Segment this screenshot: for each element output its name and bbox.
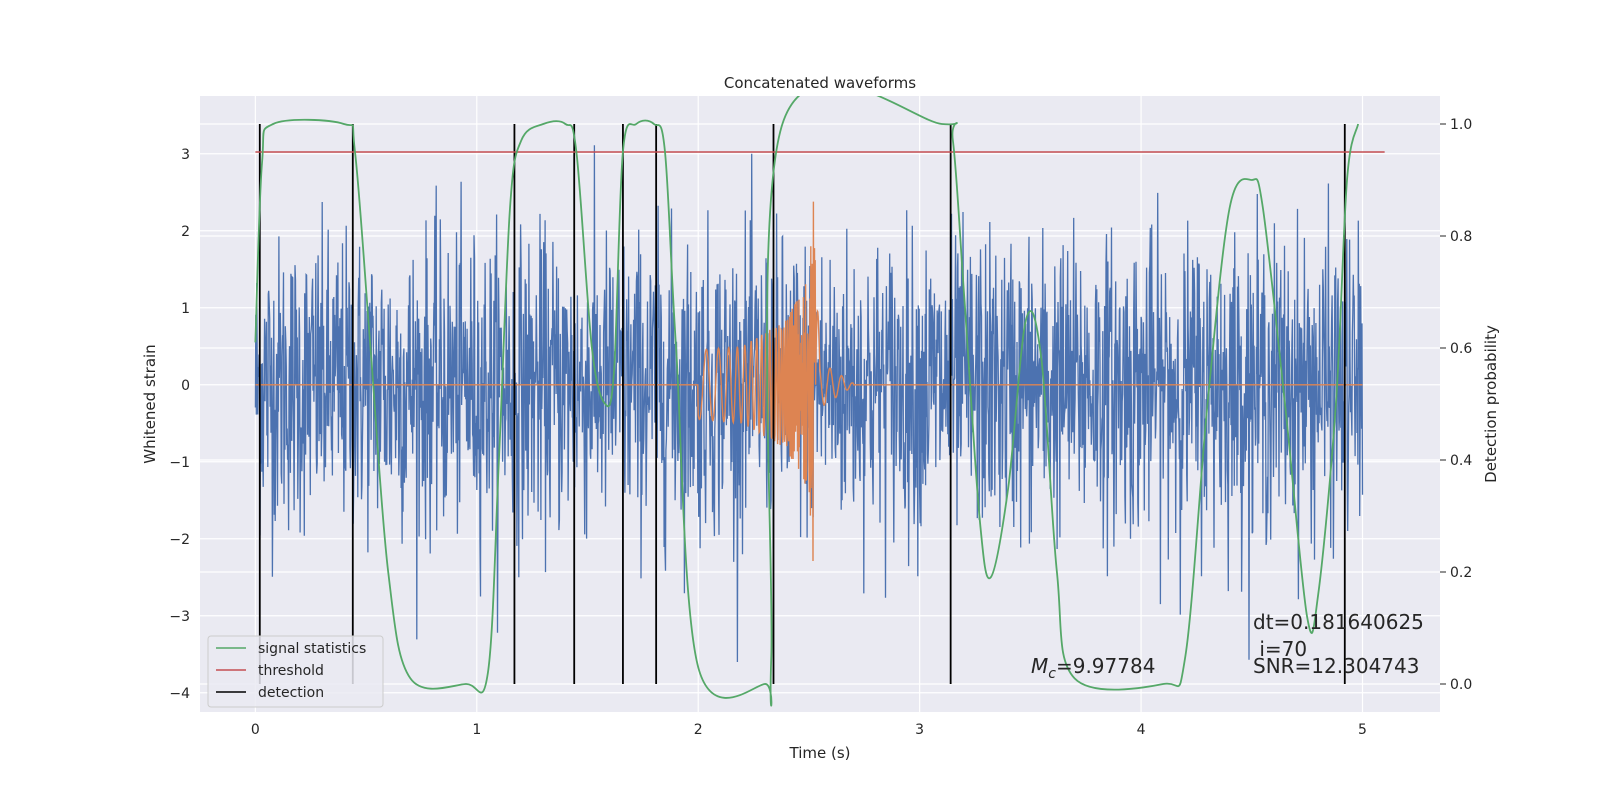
y-tick-label: −2: [169, 532, 190, 548]
x-tick-label: 3: [915, 722, 924, 738]
y2-tick-label: 0.8: [1450, 229, 1472, 245]
mc-symbol: M: [1031, 654, 1048, 678]
signal-statistics-series: [254, 96, 1359, 707]
y-tick-label: −4: [169, 686, 190, 702]
x-tick-label: 5: [1358, 722, 1367, 738]
annotation-dt: dt=0.181640625: [1253, 610, 1424, 634]
y-tick-label: 0: [181, 378, 190, 394]
annotation-snr: SNR=12.304743: [1253, 654, 1419, 678]
plot-area: [254, 96, 1385, 707]
y2-axis-label: Detection probability: [1482, 325, 1500, 483]
y-axis-left: −4 −3 −2 −1 0 1 2 3: [169, 147, 190, 702]
legend-label-signal-statistics: signal statistics: [258, 641, 366, 657]
x-tick-label: 1: [472, 722, 481, 738]
x-tick-label: 0: [251, 722, 260, 738]
x-tick-label: 4: [1137, 722, 1146, 738]
y-axis-right: 0.0 0.2 0.4 0.6 0.8 1.0: [1440, 117, 1472, 693]
y-tick-label: −3: [169, 609, 190, 625]
legend: signal statistics threshold detection: [207, 635, 384, 708]
y2-tick-label: 1.0: [1450, 117, 1472, 133]
annotation-i: i=70: [1253, 637, 1307, 661]
chart-title: Concatenated waveforms: [724, 74, 916, 92]
annotation-mc: Mc=9.97784: [1031, 654, 1155, 682]
x-axis: 0 1 2 3 4 5: [251, 722, 1367, 738]
legend-label-threshold: threshold: [258, 663, 324, 679]
y-axis-label: Whitened strain: [141, 344, 159, 463]
y-tick-label: 3: [181, 147, 190, 163]
x-axis-label: Time (s): [789, 744, 851, 762]
legend-box: [207, 635, 384, 708]
y-tick-label: 2: [181, 224, 190, 240]
template-series: [255, 201, 1363, 562]
y2-tick-label: 0.6: [1450, 341, 1472, 357]
y2-tick-label: 0.0: [1450, 677, 1472, 693]
mc-value: =9.97784: [1056, 654, 1155, 678]
y-tick-label: 1: [181, 301, 190, 317]
mc-subscript: c: [1048, 666, 1056, 682]
y2-tick-label: 0.2: [1450, 565, 1472, 581]
y-tick-label: −1: [169, 455, 190, 471]
legend-label-detection: detection: [258, 685, 324, 701]
svg-text:Mc=9.97784: Mc=9.97784: [1031, 654, 1155, 682]
y2-tick-label: 0.4: [1450, 453, 1472, 469]
x-tick-label: 2: [694, 722, 703, 738]
